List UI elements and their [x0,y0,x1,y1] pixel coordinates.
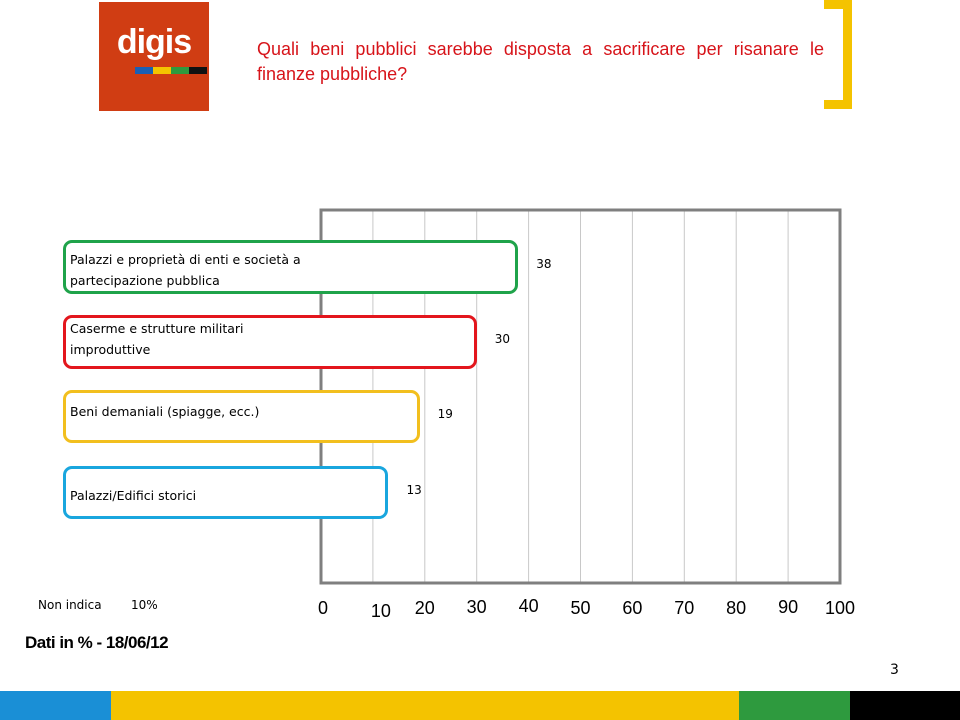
logo-text: digis [116,23,192,61]
x-tick-label: 100 [825,598,855,618]
x-tick-label: 40 [519,596,539,616]
bar: Palazzi/Edifici storici [63,466,389,519]
digis-logo: digis [99,2,209,111]
x-tick-label: 0 [318,598,328,618]
category-label: Palazzi e proprietà di enti e società a … [70,252,301,288]
footer-stripe-green [739,691,850,720]
category-label: Beni demaniali (spiagge, ecc.) [70,404,260,419]
x-tick-label: 20 [415,598,435,618]
x-tick-label: 80 [726,598,746,618]
data-label: 38 [536,257,551,271]
footer-stripe [0,691,960,720]
x-tick-label: 10 [371,601,391,621]
footer-stripe-yellow [111,691,739,720]
x-tick-label: 90 [778,597,798,617]
decorative-bracket [824,0,852,109]
x-tick-label: 30 [467,597,487,617]
footer-stripe-blue [0,691,111,720]
footer-stripe-black [850,691,960,720]
logo-stripes [135,67,207,74]
data-label: 13 [406,483,421,497]
logo-stripe-blue [135,67,153,74]
x-tick-label: 60 [622,598,642,618]
slide-title: Quali beni pubblici sarebbe disposta a s… [257,39,824,84]
non-indica-value: 10% [131,598,158,612]
logo-stripe-black [189,67,207,74]
logo-stripe-green [171,67,189,74]
logo-stripe-yellow [153,67,171,74]
bar: Beni demaniali (spiagge, ecc.) [63,390,420,443]
data-note: Dati in % - 18/06/12 [25,633,169,652]
bar: Palazzi e proprietà di enti e società a … [63,240,519,294]
data-label: 30 [495,332,510,346]
bar: Caserme e strutture militari improduttiv… [63,315,477,369]
page-number: 3 [890,662,899,678]
category-label: Palazzi/Edifici storici [70,488,197,503]
x-tick-label: 70 [674,598,694,618]
data-label: 19 [438,407,453,421]
category-label: Caserme e strutture militari improduttiv… [70,321,244,357]
x-tick-label: 50 [570,598,590,618]
non-indica-label: Non indica [38,598,102,612]
